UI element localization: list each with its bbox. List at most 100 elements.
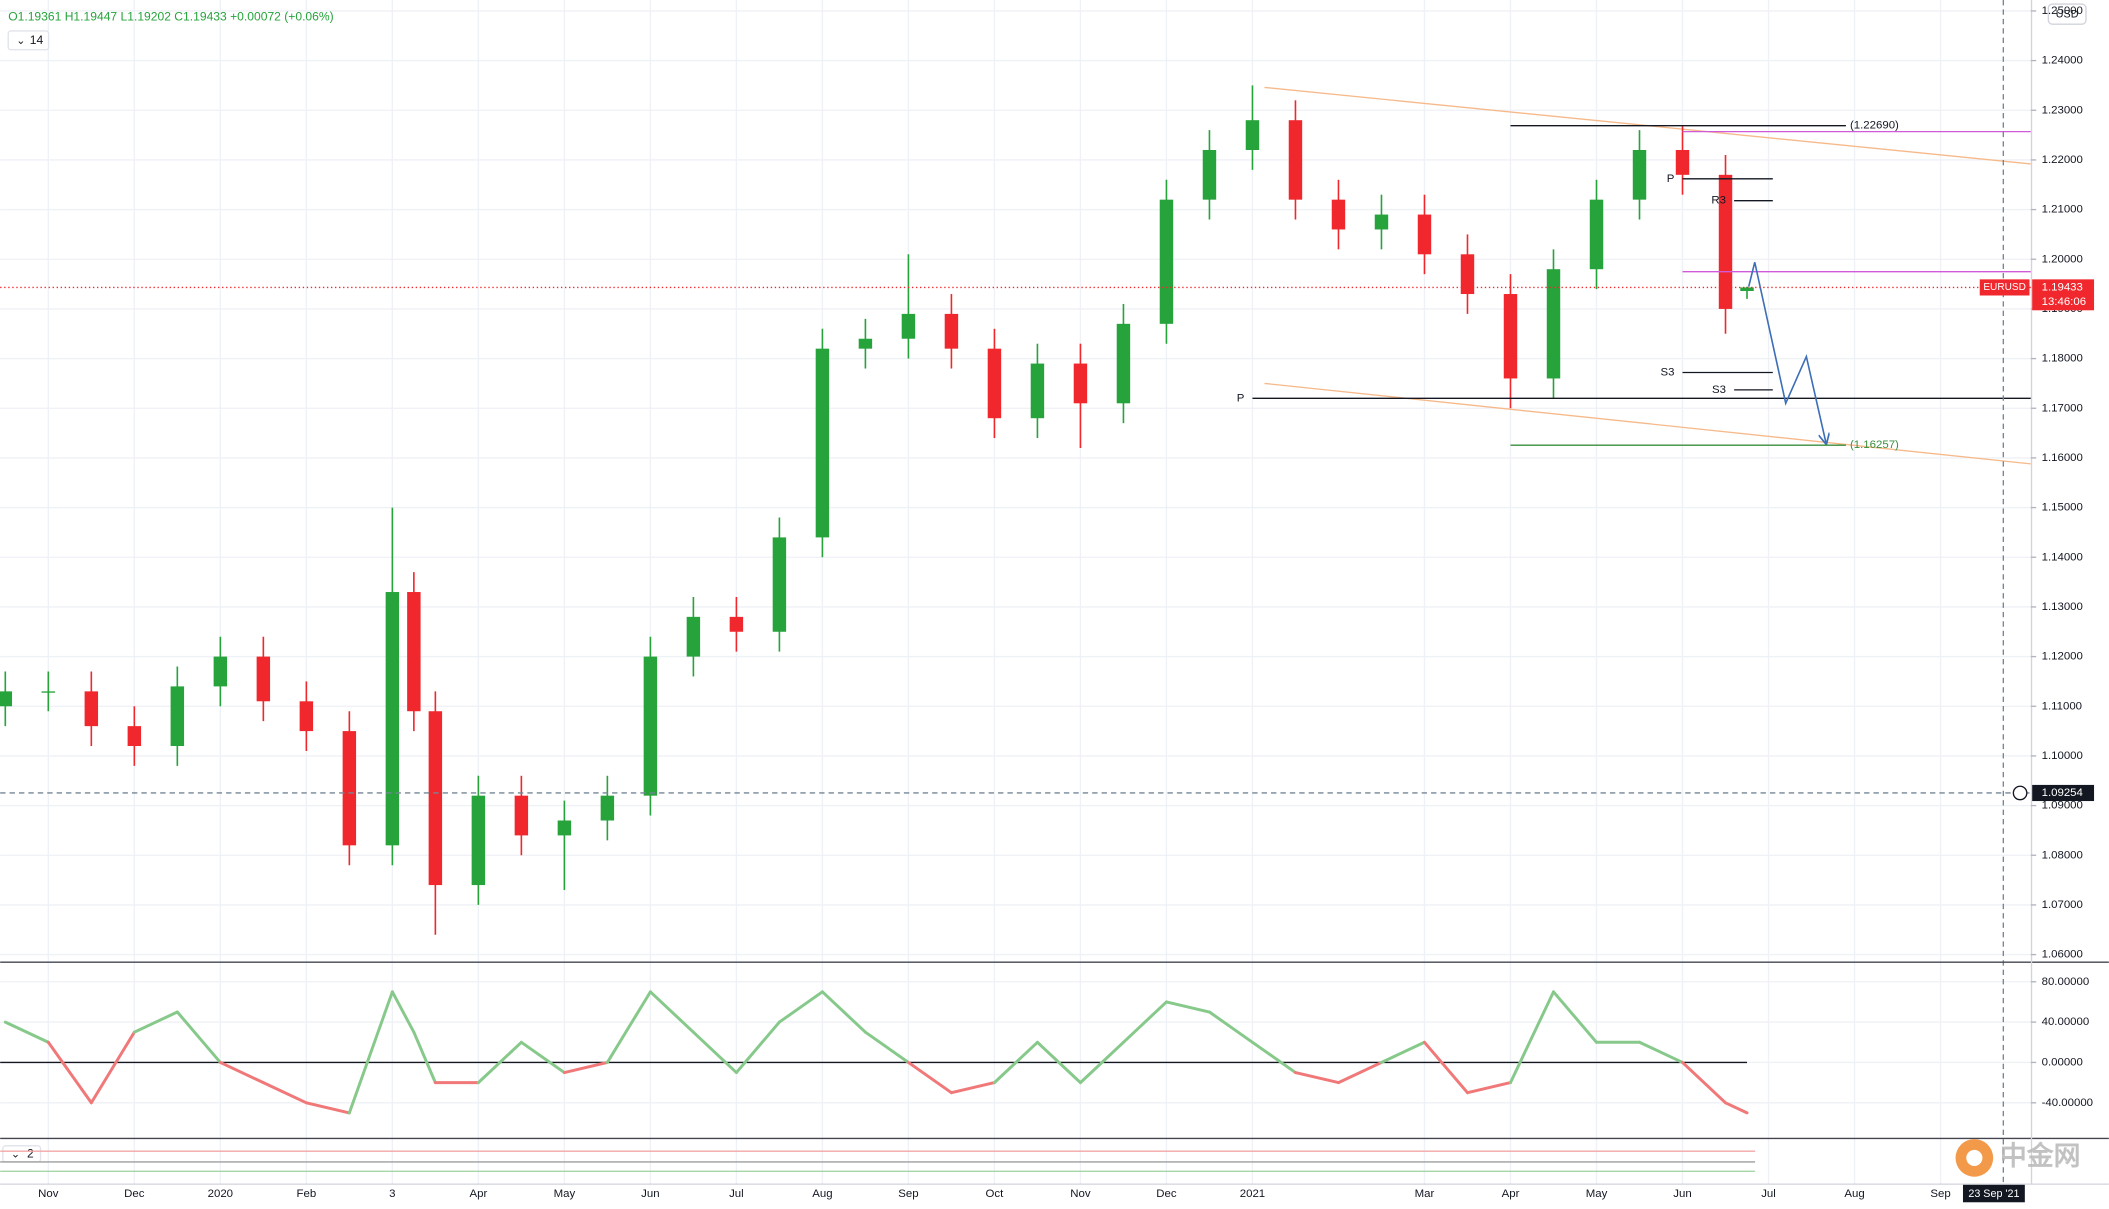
currency-label[interactable]: USD bbox=[2056, 9, 2079, 21]
pane-toggle[interactable] bbox=[2, 1145, 42, 1163]
oscillator-segment bbox=[648, 990, 695, 1034]
y-tick-label: 1.08000 bbox=[2042, 849, 2083, 861]
x-tick-label: Feb bbox=[297, 1188, 317, 1200]
x-tick-label: Jul bbox=[1761, 1188, 1776, 1200]
plot: (1.22690) (1.16257) P P R3 S3 S3 bbox=[0, 0, 2031, 1184]
y-tick-label: 1.12000 bbox=[2042, 651, 2083, 663]
x-tick-label: Dec bbox=[124, 1188, 145, 1200]
candle-body bbox=[1202, 149, 1217, 200]
y-tick-label: 1.18000 bbox=[2042, 353, 2083, 365]
candle-body bbox=[944, 313, 959, 349]
candle-body bbox=[729, 616, 744, 632]
oscillator-segment bbox=[1250, 1040, 1297, 1075]
candle-body bbox=[600, 795, 615, 821]
indicator-toggle-chevron: ⌄ bbox=[16, 35, 25, 47]
y-tick-label: 1.09000 bbox=[2042, 800, 2083, 812]
oscillator-segment bbox=[1379, 1040, 1426, 1064]
crosshair-price-tag bbox=[2032, 784, 2095, 802]
candle-body bbox=[1073, 363, 1088, 404]
x-tick-label: Sep bbox=[1930, 1188, 1950, 1200]
candle-body bbox=[1159, 199, 1174, 324]
candle-body bbox=[1030, 363, 1045, 419]
oscillator-segment bbox=[261, 1081, 308, 1105]
y-tick-label: 1.17000 bbox=[2042, 402, 2083, 414]
currency-button[interactable] bbox=[2047, 3, 2087, 25]
oscillator-segment bbox=[218, 1060, 265, 1085]
oscillator-segment bbox=[3, 1020, 50, 1044]
candle-body bbox=[0, 691, 13, 707]
oscillator-segment bbox=[347, 990, 394, 1115]
oscillator-segment bbox=[863, 1030, 910, 1064]
x-tick-label: Oct bbox=[986, 1188, 1005, 1200]
oscillator-segment bbox=[476, 1040, 523, 1085]
trendline bbox=[1264, 382, 2031, 465]
y-tick-label: 1.14000 bbox=[2042, 551, 2083, 563]
pane-label[interactable]: 2 bbox=[27, 1147, 34, 1161]
y-tick-label: 1.25000 bbox=[2042, 5, 2083, 17]
oscillator-segment bbox=[412, 1030, 437, 1085]
y-tick-label: 40.00000 bbox=[2042, 1016, 2090, 1028]
y-tick-label: 1.10000 bbox=[2042, 750, 2083, 762]
x-tick-label: Jul bbox=[729, 1188, 744, 1200]
candle-body bbox=[1589, 199, 1604, 270]
level-label: (1.16257) bbox=[1850, 439, 1899, 451]
y-tick-label: 1.20000 bbox=[2042, 253, 2083, 265]
y-tick-label: 1.11000 bbox=[2042, 700, 2082, 712]
crosshair-add-button[interactable] bbox=[2012, 785, 2028, 801]
candle-body bbox=[1675, 149, 1690, 175]
candle-body bbox=[1718, 174, 1733, 309]
watermark-text: 中金网 bbox=[2000, 1140, 2081, 1171]
last-price-label: 1.19433 bbox=[2042, 281, 2083, 293]
oscillator-segment bbox=[1552, 990, 1598, 1044]
y-tick-label: 1.13000 bbox=[2042, 601, 2083, 613]
countdown-label: 13:46:06 bbox=[2042, 296, 2086, 308]
candle-body bbox=[858, 338, 873, 349]
oscillator-segment bbox=[1681, 1060, 1727, 1105]
candle-body bbox=[1331, 199, 1346, 230]
level-label: P bbox=[1237, 392, 1245, 404]
oscillator-segment bbox=[1164, 1000, 1211, 1014]
candle-body bbox=[1632, 149, 1647, 200]
x-tick-label: Mar bbox=[1415, 1188, 1435, 1200]
candle-body bbox=[84, 691, 99, 727]
level-label: P bbox=[1667, 173, 1675, 185]
y-tick-label: 1.21000 bbox=[2042, 204, 2083, 216]
x-tick-label: May bbox=[554, 1188, 576, 1200]
x-tick-label: 3 bbox=[389, 1188, 395, 1200]
candle-body bbox=[170, 686, 185, 746]
candle-body bbox=[299, 701, 314, 732]
y-tick-label: 1.23000 bbox=[2042, 104, 2083, 116]
y-tick-label: 1.06000 bbox=[2042, 949, 2083, 961]
x-tick-label: Nov bbox=[38, 1188, 59, 1200]
oscillator-segment bbox=[1466, 1081, 1512, 1095]
candle-body bbox=[428, 711, 443, 886]
x-tick-label: Jun bbox=[641, 1188, 659, 1200]
oscillator-segment bbox=[1293, 1071, 1340, 1085]
crosshair-date-tag bbox=[1962, 1184, 2025, 1203]
x-tick-label: Sep bbox=[898, 1188, 918, 1200]
oscillator-segment bbox=[605, 990, 652, 1064]
crosshair-date-label: 23 Sep '21 bbox=[1968, 1188, 2019, 1200]
oscillator-segment bbox=[519, 1040, 566, 1075]
indicator-toggle[interactable] bbox=[7, 30, 50, 51]
candle-body bbox=[1460, 254, 1475, 295]
oscillator-segment bbox=[1207, 1010, 1254, 1044]
x-tick-label: Apr bbox=[469, 1188, 487, 1200]
indicator-count[interactable]: 14 bbox=[30, 33, 44, 47]
y-tick-label: 1.22000 bbox=[2042, 154, 2083, 166]
oscillator-segment bbox=[1509, 990, 1555, 1085]
x-tick-label: 2021 bbox=[1240, 1188, 1265, 1200]
candle-body bbox=[41, 691, 56, 693]
x-tick-label: 2020 bbox=[208, 1188, 233, 1200]
level-label: S3 bbox=[1712, 384, 1726, 396]
candle-body bbox=[385, 592, 400, 846]
crosshair-price-label: 1.09254 bbox=[2042, 787, 2084, 799]
candle-body bbox=[772, 537, 787, 632]
bottom-pane-lines bbox=[0, 1150, 1756, 1173]
oscillator-segment bbox=[691, 1030, 738, 1075]
ohlc-header: O1.19361 H1.19447 L1.19202 C1.19433 +0.0… bbox=[8, 10, 333, 24]
candle-body bbox=[1417, 214, 1432, 255]
candle-body bbox=[815, 348, 830, 538]
watermark-logo-inner bbox=[1966, 1149, 1983, 1166]
y-tick-label: 1.07000 bbox=[2042, 899, 2083, 911]
